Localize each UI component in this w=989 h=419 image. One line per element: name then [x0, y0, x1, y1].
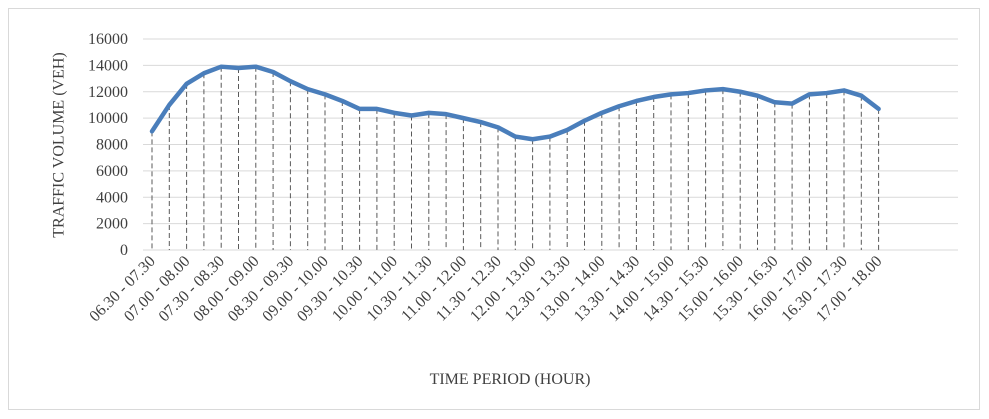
y-tick-label: 12000: [88, 84, 128, 101]
chart-border: [8, 8, 980, 410]
y-tick-label: 6000: [96, 163, 128, 180]
y-tick-label: 16000: [88, 31, 128, 48]
y-tick-label: 2000: [96, 216, 128, 233]
y-axis-title: TRAFFIC VOLUME (VEH): [51, 52, 68, 237]
series-line: [149, 64, 881, 142]
y-tick-label: 4000: [96, 189, 128, 206]
y-tick-label: 0: [120, 242, 128, 259]
y-tick-label: 14000: [88, 57, 128, 74]
y-tick-label: 8000: [96, 137, 128, 154]
x-axis-title: TIME PERIOD (HOUR): [430, 371, 591, 388]
y-tick-label: 10000: [88, 110, 128, 127]
